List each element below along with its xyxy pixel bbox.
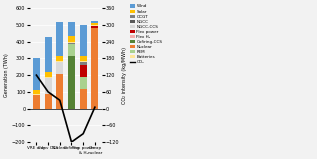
Bar xyxy=(80,25,87,56)
Bar xyxy=(80,61,87,62)
Y-axis label: CO₂ intensity (kg/MWh): CO₂ intensity (kg/MWh) xyxy=(122,47,127,104)
Bar xyxy=(45,72,52,77)
Bar xyxy=(56,62,63,74)
Bar xyxy=(45,78,52,93)
Bar xyxy=(33,95,40,109)
Bar xyxy=(80,62,87,65)
Bar xyxy=(45,77,52,78)
Bar xyxy=(56,22,63,56)
Bar xyxy=(33,93,40,95)
Bar xyxy=(33,90,40,93)
Bar xyxy=(80,65,87,77)
Bar xyxy=(91,21,98,23)
Bar xyxy=(91,23,98,25)
Bar xyxy=(68,22,75,36)
Bar xyxy=(91,28,98,109)
Bar xyxy=(68,56,75,109)
Legend: Wind, Solar, OCGT, NGCC, NGCC-CCS, Flex power, Flex H₂, Cofiring-CCS, Nuclear, P: Wind, Solar, OCGT, NGCC, NGCC-CCS, Flex … xyxy=(129,4,163,65)
Bar xyxy=(80,77,87,89)
Bar xyxy=(91,26,98,28)
Bar xyxy=(45,93,52,109)
Bar xyxy=(68,44,75,56)
Bar xyxy=(68,36,75,42)
Bar xyxy=(80,89,87,109)
Bar xyxy=(56,56,63,61)
Bar xyxy=(80,56,87,61)
Bar xyxy=(56,61,63,62)
Bar xyxy=(33,58,40,90)
Bar xyxy=(56,74,63,109)
Bar xyxy=(68,42,75,44)
Y-axis label: Generation (TWh): Generation (TWh) xyxy=(4,53,9,97)
Bar xyxy=(45,38,52,72)
Bar xyxy=(91,25,98,26)
